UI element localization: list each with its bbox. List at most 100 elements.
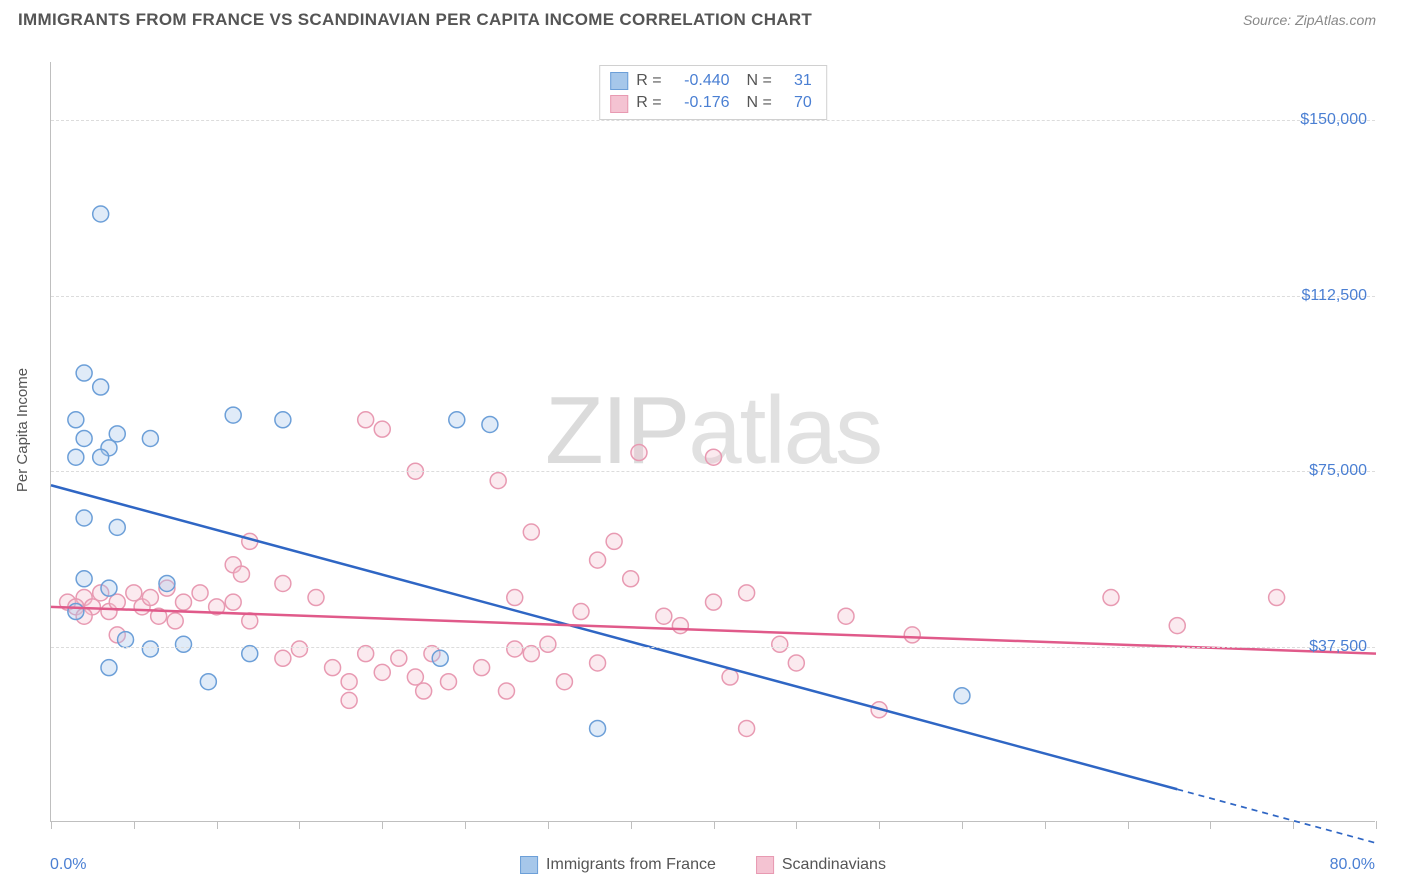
- france-swatch: [610, 72, 628, 90]
- scand-point: [904, 627, 920, 643]
- x-tick: [1376, 821, 1377, 829]
- y-tick-label: $37,500: [1309, 638, 1367, 656]
- gridline: [51, 471, 1375, 472]
- france-point: [275, 412, 291, 428]
- x-tick: [382, 821, 383, 829]
- scand-point: [706, 449, 722, 465]
- france-point: [449, 412, 465, 428]
- stats-row-france: R = -0.440 N = 31: [610, 70, 812, 92]
- legend-item-france: Immigrants from France: [520, 856, 716, 874]
- france-point: [142, 641, 158, 657]
- r-label: R =: [636, 70, 661, 92]
- scand-point: [374, 421, 390, 437]
- scand-point: [631, 445, 647, 461]
- scand-point: [573, 604, 589, 620]
- scand-point: [722, 669, 738, 685]
- france-point: [954, 688, 970, 704]
- stats-legend-box: R = -0.440 N = 31R = -0.176 N = 70: [599, 65, 827, 120]
- legend-label: Scandinavians: [782, 856, 886, 874]
- scand-point: [706, 594, 722, 610]
- scand-swatch: [756, 856, 774, 874]
- scand-point: [358, 646, 374, 662]
- scand-point: [325, 660, 341, 676]
- scand-point: [407, 669, 423, 685]
- scand-point: [739, 585, 755, 601]
- scand-point: [341, 674, 357, 690]
- scand-point: [672, 618, 688, 634]
- r-value: -0.176: [670, 92, 730, 114]
- scand-point: [556, 674, 572, 690]
- scand-point: [291, 641, 307, 657]
- n-label: N =: [738, 70, 772, 92]
- france-point: [93, 449, 109, 465]
- france-point: [432, 650, 448, 666]
- scand-point: [341, 692, 357, 708]
- source-attribution: Source: ZipAtlas.com: [1243, 12, 1376, 28]
- scand-point: [358, 412, 374, 428]
- scand-point: [233, 566, 249, 582]
- r-label: R =: [636, 92, 661, 114]
- scand-swatch: [610, 95, 628, 113]
- legend-item-scand: Scandinavians: [756, 856, 886, 874]
- france-point: [590, 720, 606, 736]
- y-tick-label: $75,000: [1309, 462, 1367, 480]
- france-point: [225, 407, 241, 423]
- france-trendline-dashed: [1177, 789, 1376, 843]
- france-point: [200, 674, 216, 690]
- france-point: [109, 519, 125, 535]
- france-point: [101, 660, 117, 676]
- scand-point: [176, 594, 192, 610]
- scand-point: [523, 646, 539, 662]
- scand-point: [142, 590, 158, 606]
- x-tick: [714, 821, 715, 829]
- x-tick: [879, 821, 880, 829]
- scand-point: [225, 594, 241, 610]
- n-value: 31: [780, 70, 812, 92]
- gridline: [51, 120, 1375, 121]
- france-point: [101, 580, 117, 596]
- france-point: [68, 449, 84, 465]
- france-point: [176, 636, 192, 652]
- x-tick: [1210, 821, 1211, 829]
- france-point: [76, 365, 92, 381]
- france-point: [68, 412, 84, 428]
- france-point: [76, 571, 92, 587]
- chart-title: IMMIGRANTS FROM FRANCE VS SCANDINAVIAN P…: [18, 10, 812, 30]
- y-axis-title: Per Capita Income: [14, 368, 31, 492]
- x-tick: [465, 821, 466, 829]
- france-point: [242, 646, 258, 662]
- scand-point: [126, 585, 142, 601]
- bottom-legend: Immigrants from France Scandinavians: [520, 856, 886, 874]
- scand-point: [308, 590, 324, 606]
- x-tick: [1045, 821, 1046, 829]
- scand-point: [838, 608, 854, 624]
- france-point: [118, 632, 134, 648]
- n-value: 70: [780, 92, 812, 114]
- x-tick: [134, 821, 135, 829]
- scand-point: [416, 683, 432, 699]
- x-tick: [631, 821, 632, 829]
- scand-point: [275, 575, 291, 591]
- x-tick: [299, 821, 300, 829]
- france-point: [68, 604, 84, 620]
- x-tick: [217, 821, 218, 829]
- scand-point: [374, 664, 390, 680]
- france-point: [76, 510, 92, 526]
- scand-point: [441, 674, 457, 690]
- x-axis-max-label: 80.0%: [1330, 856, 1375, 874]
- x-tick: [51, 821, 52, 829]
- france-point: [76, 430, 92, 446]
- stats-row-scand: R =-0.176 N =70: [610, 92, 812, 114]
- scand-point: [192, 585, 208, 601]
- r-value: -0.440: [670, 70, 730, 92]
- scand-point: [656, 608, 672, 624]
- x-tick: [962, 821, 963, 829]
- scand-point: [788, 655, 804, 671]
- scand-point: [772, 636, 788, 652]
- scand-point: [391, 650, 407, 666]
- y-tick-label: $112,500: [1301, 287, 1367, 305]
- gridline: [51, 296, 1375, 297]
- scand-point: [623, 571, 639, 587]
- france-swatch: [520, 856, 538, 874]
- france-point: [109, 426, 125, 442]
